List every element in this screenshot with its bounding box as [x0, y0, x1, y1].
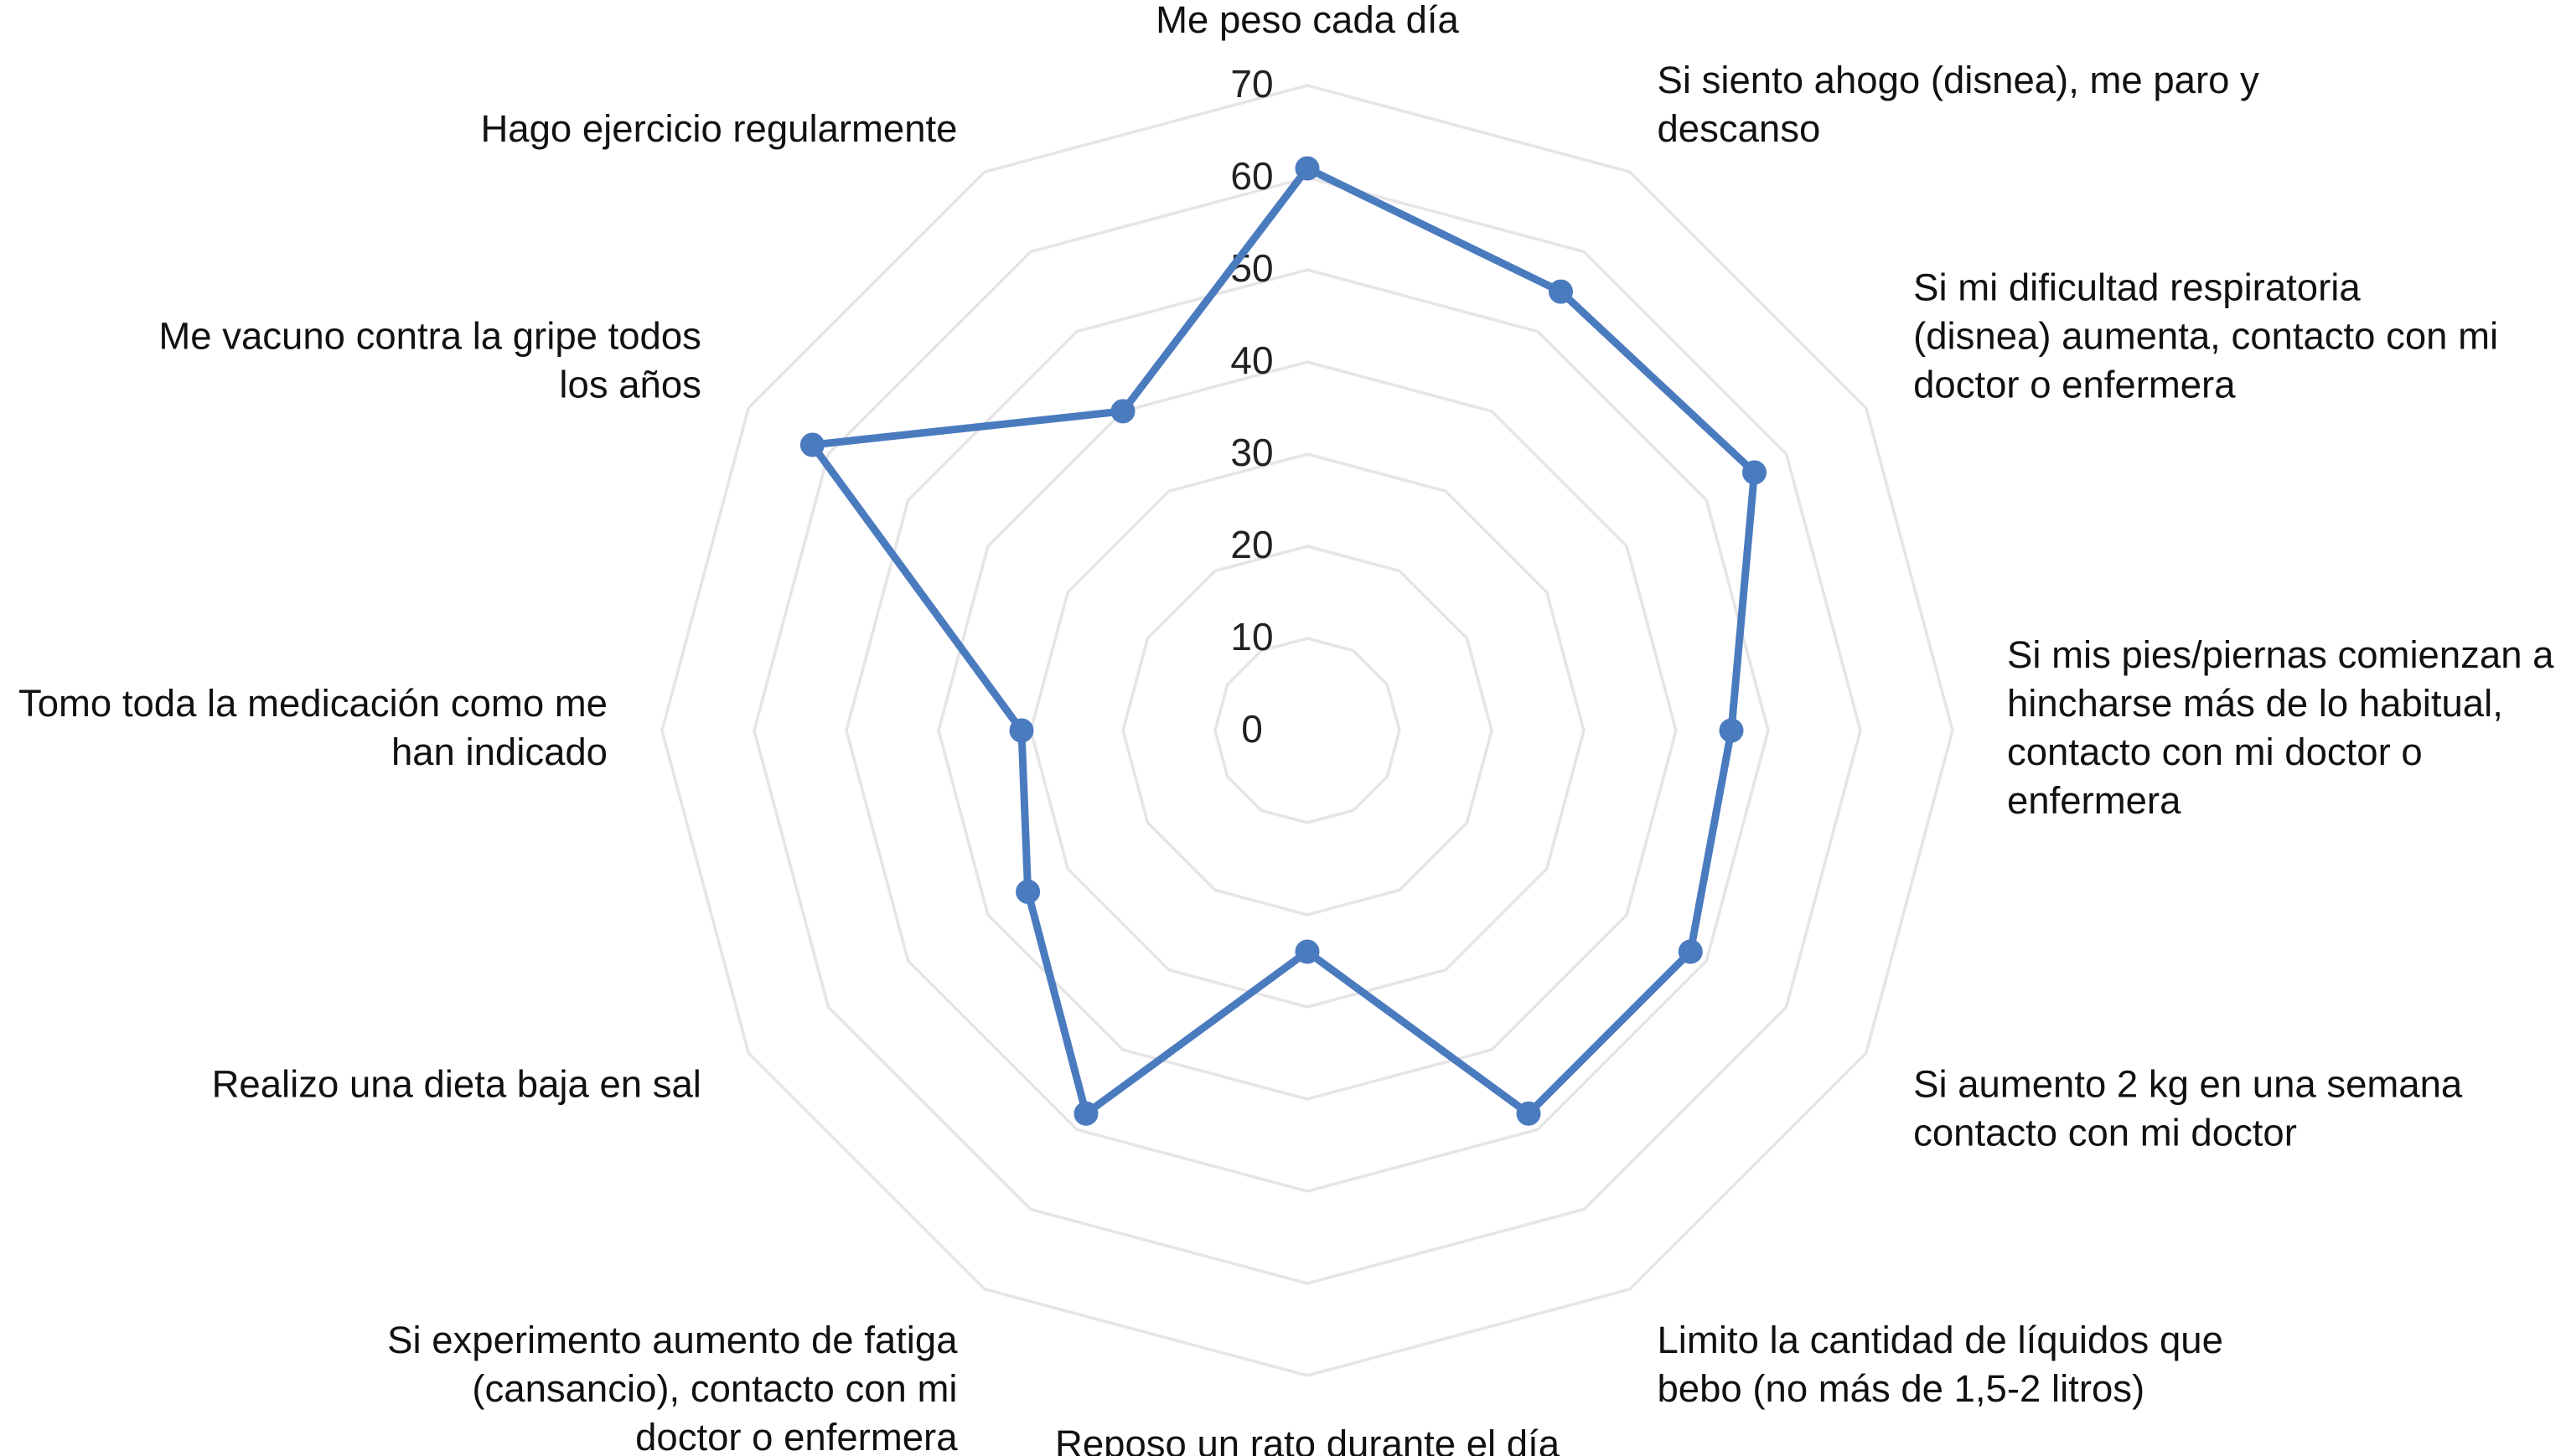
category-label-line: doctor o enfermera	[1913, 364, 2236, 406]
category-label: Limito la cantidad de líquidos que bebo (…	[1658, 1319, 2223, 1410]
category-label-line: Me peso cada día	[1156, 0, 1459, 41]
category-label: Hago ejercicio regularmente	[480, 107, 957, 150]
data-point	[1549, 279, 1573, 304]
grid-ring-7	[660, 84, 1954, 1377]
category-label-line: Si mis pies/piernas comienzan a	[2007, 633, 2554, 676]
data-point	[1016, 880, 1041, 904]
tick-label: 10	[1230, 615, 1273, 658]
category-label-line: Si aumento 2 kg en una semana	[1913, 1063, 2463, 1106]
data-point	[1295, 939, 1320, 964]
data-point	[1295, 156, 1320, 181]
category-label-line: Limito la cantidad de líquidos que	[1658, 1319, 2223, 1361]
category-label-line: enfermera	[2007, 779, 2181, 822]
category-label-line: Me vacuno contra la gripe todos	[158, 315, 701, 358]
tick-label: 70	[1230, 62, 1273, 106]
category-label: Si mi dificultad respiratoria (disnea) au…	[1913, 266, 2498, 406]
data-series	[799, 156, 1767, 1126]
category-label: Si siento ahogo (disnea), me paro y desca…	[1658, 59, 2260, 150]
category-label-line: Hago ejercicio regularmente	[480, 107, 957, 150]
radar-grid	[660, 84, 1954, 1377]
tick-label: 60	[1230, 154, 1273, 198]
category-label: Si aumento 2 kg en una semana contacto co…	[1913, 1063, 2463, 1154]
category-label: Si mis pies/piernas comienzan a hincharse…	[2007, 633, 2554, 822]
series-line	[808, 164, 1758, 1118]
category-label-line: Si siento ahogo (disnea), me paro y	[1658, 59, 2260, 101]
category-label-line: (cansancio), contacto con mi	[472, 1367, 957, 1410]
grid-ring-6	[753, 176, 1862, 1285]
category-label: Reposo un rato durante el día	[1055, 1422, 1560, 1456]
tick-label: 0	[1241, 707, 1263, 751]
category-label-line: contacto con mi doctor	[1913, 1112, 2297, 1154]
grid-ring-3	[1029, 452, 1586, 1009]
category-label-line: han indicado	[391, 731, 608, 773]
category-label-line: (disnea) aumenta, contacto con mi	[1913, 315, 2498, 358]
grid-ring-4	[937, 360, 1678, 1101]
category-label-line: los años	[559, 364, 701, 406]
category-label-line: contacto con mi doctor o	[2007, 731, 2423, 773]
category-label-line: bebo (no más de 1,5-2 litros)	[1658, 1367, 2145, 1410]
category-label: Realizo una dieta baja en sal	[212, 1063, 701, 1106]
category-label-line: Reposo un rato durante el día	[1055, 1422, 1560, 1456]
category-label-line: hincharse más de lo habitual,	[2007, 682, 2503, 725]
category-label: Me peso cada día	[1156, 0, 1459, 41]
tick-label: 50	[1230, 246, 1273, 290]
category-label-line: doctor o enfermera	[635, 1416, 958, 1456]
grid-ring-5	[845, 268, 1770, 1193]
data-point	[1678, 939, 1703, 964]
radial-axis-ticks: 0 10 20 30 40 50 60 70	[1230, 62, 1273, 751]
grid-ring-2	[1121, 545, 1493, 916]
data-point	[799, 432, 825, 457]
tick-label: 40	[1230, 338, 1273, 382]
data-point	[1719, 718, 1744, 743]
data-point	[1516, 1101, 1541, 1126]
data-point	[1742, 460, 1767, 485]
category-label-line: Realizo una dieta baja en sal	[212, 1063, 701, 1106]
data-point	[1009, 718, 1034, 743]
grid-ring-1	[1213, 637, 1401, 824]
category-label-line: Si experimento aumento de fatiga	[387, 1319, 958, 1361]
tick-label: 30	[1230, 431, 1273, 474]
category-label-line: descanso	[1658, 107, 1821, 150]
category-label-line: Tomo toda la medicación como me	[18, 682, 608, 725]
category-label: Si experimento aumento de fatiga (cansanc…	[387, 1319, 958, 1456]
category-label: Tomo toda la medicación como me han indic…	[18, 682, 608, 773]
data-point	[1110, 399, 1136, 424]
data-point	[1073, 1101, 1099, 1126]
tick-label: 20	[1230, 523, 1273, 566]
category-label: Me vacuno contra la gripe todos los años	[158, 315, 701, 406]
category-labels: Me peso cada día Si siento ahogo (disnea)…	[18, 0, 2554, 1456]
category-label-line: Si mi dificultad respiratoria	[1913, 266, 2361, 309]
